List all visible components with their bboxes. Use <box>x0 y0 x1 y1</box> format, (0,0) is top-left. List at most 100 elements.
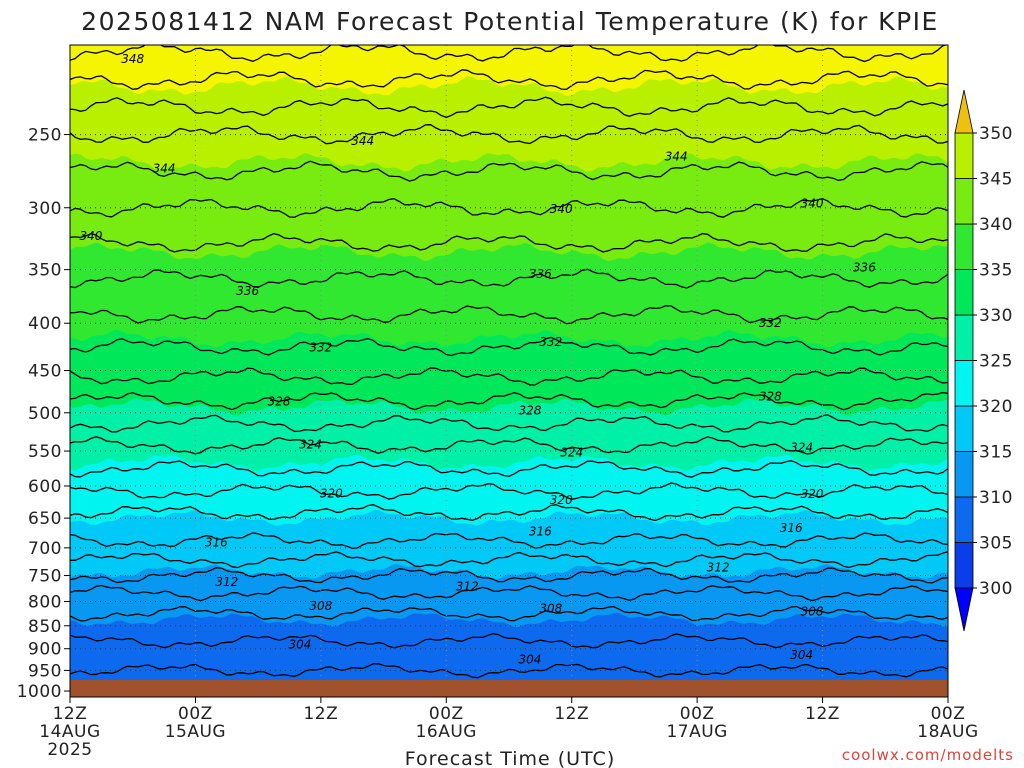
y-tick-label: 800 <box>28 592 62 612</box>
contour-label-308: 308 <box>801 604 824 618</box>
contour-line-346 <box>70 96 948 119</box>
contour-line-326 <box>70 414 948 433</box>
contour-label-text: 340 <box>550 202 573 216</box>
contour-label-text: 304 <box>288 638 311 652</box>
colorbar-top-arrow <box>954 89 974 134</box>
contour-label-text: 324 <box>790 440 813 454</box>
contour-label-text: 328 <box>759 389 782 403</box>
y-tick-label: 500 <box>28 404 62 424</box>
colorbar-band <box>954 314 974 361</box>
y-tick-label: 300 <box>28 199 62 219</box>
contour-label-text: 320 <box>320 486 343 500</box>
contour-label-320: 320 <box>801 487 824 501</box>
contour-line-338 <box>70 232 948 253</box>
contour-label-308: 308 <box>539 601 562 615</box>
contour-label-328: 328 <box>268 394 291 408</box>
x-tick-year: 2025 <box>47 740 92 760</box>
contour-line-314 <box>70 550 948 569</box>
contour-label-336: 336 <box>853 260 876 274</box>
colorbar-bottom-arrow <box>954 587 974 632</box>
contour-label-text: 332 <box>309 341 332 355</box>
contour-label-text: 320 <box>550 493 573 507</box>
contour-line-348 <box>70 69 948 90</box>
contour-labels: 348 344 344 344 340 340 340 336 336 336 332 332 332 3… <box>79 52 876 666</box>
contour-line-324 <box>70 436 948 455</box>
contour-label-text: 348 <box>121 52 144 66</box>
contour-label-312: 312 <box>456 580 479 594</box>
colorbar-legend: 300 305 310 315 320 325 330 335 340 345 350 <box>954 89 1013 632</box>
contour-label-340: 340 <box>79 229 102 243</box>
contour-label-text: 332 <box>539 335 562 349</box>
x-tick-date: 14AUG <box>39 722 100 742</box>
colorbar-label: 350 <box>979 124 1013 144</box>
contour-label-344: 344 <box>351 134 374 148</box>
contour-line-350 <box>70 45 948 63</box>
contour-label-text: 304 <box>790 648 813 662</box>
contour-label-324: 324 <box>790 440 813 454</box>
contour-label-text: 316 <box>529 524 552 538</box>
contour-label-344: 344 <box>153 161 176 175</box>
contour-label-text: 316 <box>780 521 803 535</box>
y-tick-label: 550 <box>28 442 62 462</box>
contour-label-348: 348 <box>121 52 144 66</box>
band-350 <box>70 45 948 96</box>
contour-label-text: 332 <box>759 316 782 330</box>
contour-label-324: 324 <box>299 437 322 451</box>
contour-label-304: 304 <box>288 638 311 652</box>
contour-label-text: 312 <box>215 575 238 589</box>
x-tick-label: 00Z <box>178 704 213 724</box>
y-tick-label: 450 <box>28 362 62 382</box>
contour-label-332: 332 <box>759 316 782 330</box>
x-tick-label: 00Z <box>429 704 464 724</box>
contour-line-344 <box>70 124 948 145</box>
contour-label-316: 316 <box>780 521 803 535</box>
contour-line-308 <box>70 605 948 622</box>
x-axis-label: Forecast Time (UTC) <box>405 748 615 768</box>
contour-line-342 <box>70 160 948 182</box>
contour-label-text: 324 <box>299 437 322 451</box>
contour-line-332 <box>70 336 948 357</box>
contour-label-text: 308 <box>309 599 332 613</box>
colorbar-label: 330 <box>979 306 1013 326</box>
x-tick-date: 16AUG <box>416 722 477 742</box>
contour-label-text: 312 <box>456 580 479 594</box>
contour-label-328: 328 <box>759 389 782 403</box>
contour-label-text: 328 <box>268 394 291 408</box>
colorbar-band <box>954 178 974 225</box>
y-tick-label: 250 <box>28 126 62 146</box>
colorbar-band <box>954 451 974 498</box>
contour-label-316: 316 <box>529 524 552 538</box>
contour-line-336 <box>70 268 948 289</box>
contour-line-310 <box>70 584 948 602</box>
contour-label-text: 316 <box>205 536 228 550</box>
x-tick-label: 12Z <box>554 704 589 724</box>
contour-label-text: 324 <box>560 446 583 460</box>
y-tick-label: 700 <box>28 539 62 559</box>
y-tick-label: 750 <box>28 567 62 587</box>
x-tick-label: 12Z <box>53 704 88 724</box>
y-tick-label: 350 <box>28 261 62 281</box>
y-tick-label: 900 <box>28 640 62 660</box>
contour-label-text: 336 <box>853 260 876 274</box>
colorbar-label: 300 <box>979 579 1013 599</box>
colorbar-label: 320 <box>979 397 1013 417</box>
contour-label-308: 308 <box>309 599 332 613</box>
x-tick-date: 17AUG <box>666 722 727 742</box>
contour-label-text: 304 <box>518 652 541 666</box>
contour-label-304: 304 <box>518 652 541 666</box>
contour-line-340 <box>70 198 948 218</box>
colorbar-band <box>954 542 974 589</box>
contour-line-306 <box>70 632 948 649</box>
contour-line-322 <box>70 460 948 478</box>
contour-line-330 <box>70 367 948 386</box>
contour-label-332: 332 <box>539 335 562 349</box>
contour-label-328: 328 <box>518 403 541 417</box>
contour-label-text: 308 <box>539 601 562 615</box>
contour-label-312: 312 <box>707 560 730 574</box>
colorbar-band <box>954 223 974 270</box>
contour-label-text: 320 <box>801 487 824 501</box>
contour-line-304 <box>70 663 948 679</box>
contour-line-328 <box>70 391 948 411</box>
x-tick-label: 12Z <box>303 704 338 724</box>
